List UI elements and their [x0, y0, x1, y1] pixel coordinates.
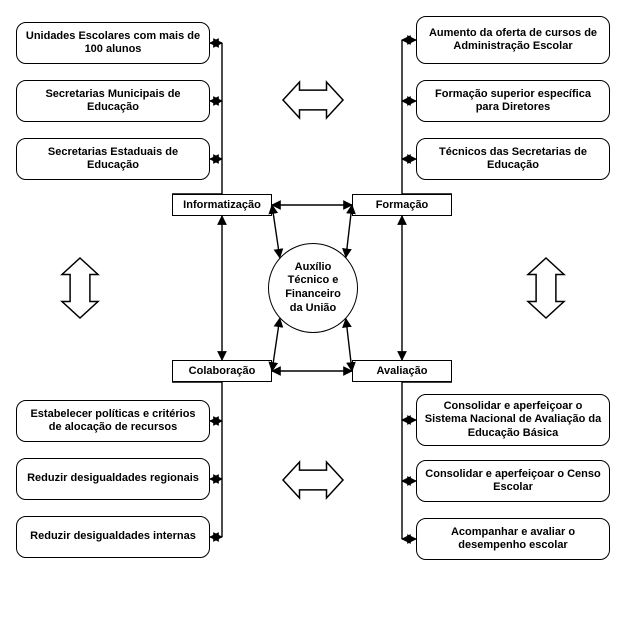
leaf-avaliacao-0: Consolidar e aperfeiçoar o Sistema Nacio… — [416, 394, 610, 446]
leaf-formacao-2: Técnicos das Secretarias de Educação — [416, 138, 610, 180]
leaf-formacao-0: Aumento da oferta de cursos de Administr… — [416, 16, 610, 64]
leaf-colaboracao-2: Reduzir desigualdades internas — [16, 516, 210, 558]
hub-colaboracao: Colaboração — [172, 360, 272, 382]
leaf-colaboracao-0: Estabelecer políticas e critérios de alo… — [16, 400, 210, 442]
leaf-informatizacao-0: Unidades Escolares com mais de 100 aluno… — [16, 22, 210, 64]
leaf-informatizacao-1: Secretarias Municipais de Educação — [16, 80, 210, 122]
hub-informatizacao: Informatização — [172, 194, 272, 216]
leaf-colaboracao-1: Reduzir desigualdades regionais — [16, 458, 210, 500]
leaf-avaliacao-2: Acompanhar e avaliar o desempenho escola… — [416, 518, 610, 560]
leaf-formacao-1: Formação superior específica para Direto… — [416, 80, 610, 122]
leaf-informatizacao-2: Secretarias Estaduais de Educação — [16, 138, 210, 180]
hub-formacao: Formação — [352, 194, 452, 216]
leaf-avaliacao-1: Consolidar e aperfeiçoar o Censo Escolar — [416, 460, 610, 502]
hub-avaliacao: Avaliação — [352, 360, 452, 382]
center-circle: Auxílio Técnico e Financeiro da União — [268, 243, 358, 333]
